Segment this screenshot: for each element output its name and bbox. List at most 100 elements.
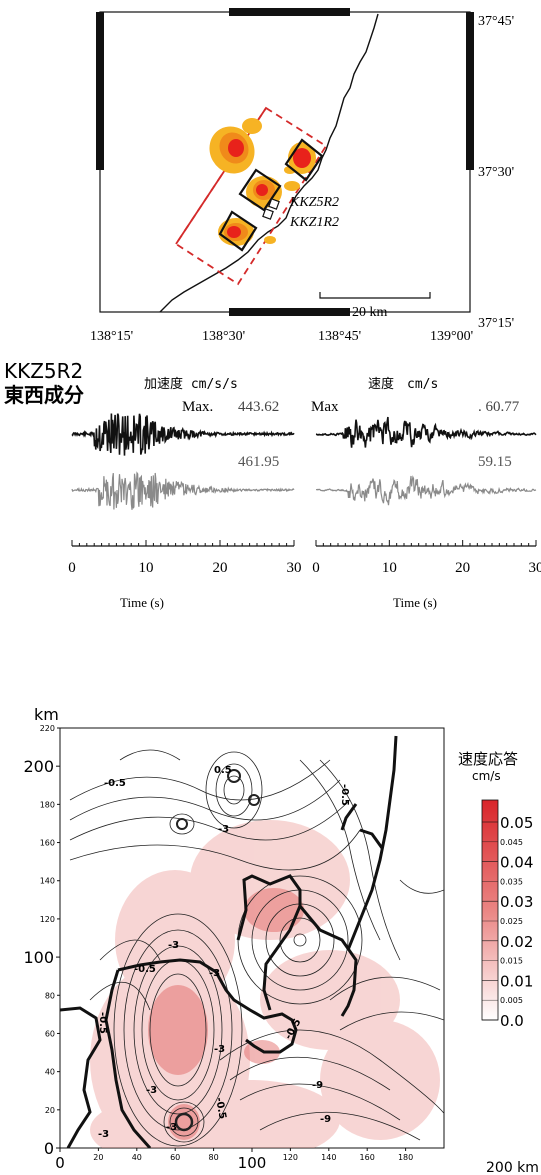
colorbar-label-major: 0.0 (500, 1012, 524, 1030)
contour-label: -0.5 (97, 1012, 108, 1034)
coastline-izu-west (60, 1006, 102, 1148)
colorbar-title: 速度応答 (458, 750, 518, 768)
lon-label-138-30: 138°30' (202, 329, 245, 344)
x-tick-label-minor: 140 (321, 1153, 336, 1162)
station-label-kkz1r2: KKZ1R2 (289, 215, 339, 230)
acc-trace-observed (71, 413, 295, 456)
x-tick-label-major: 100 (238, 1154, 267, 1172)
colorbar-label-major: 0.04 (500, 854, 533, 872)
acc-max-prefix: Max. (182, 399, 213, 415)
coastline-tokyo-bay (236, 874, 302, 1011)
acc-header: 加速度 cm/s/s (144, 376, 238, 392)
station-label-kkz5r2: KKZ5R2 (289, 195, 339, 210)
contour-label: -3 (168, 940, 179, 951)
map-frame-bar-right (466, 12, 474, 170)
map-frame-bar-bottom (229, 308, 350, 316)
coastline (159, 13, 379, 313)
acc-max-obs: 443.62 (238, 399, 279, 415)
x-tick-label-minor: 40 (132, 1153, 142, 1162)
response-map-panel: km (23, 705, 538, 1175)
scale-bar (319, 292, 431, 299)
scale-bar-label: 20 km (352, 305, 388, 320)
time-tick-label: 30 (287, 560, 302, 576)
colorbar-label-major: 0.05 (500, 814, 533, 832)
colorbar-label-minor: 0.015 (500, 957, 523, 966)
time-axis-label-acc: Time (s) (120, 595, 164, 610)
colorbar-label-minor: 0.025 (500, 917, 523, 926)
y-tick-label-major: 200 (23, 757, 54, 776)
contour-label: -0.5 (134, 964, 156, 975)
colorbar-label-minor: 0.045 (500, 838, 523, 847)
station-marker-kkz1r2 (262, 208, 274, 220)
lon-label-138-15: 138°15' (90, 329, 133, 344)
fault-map-panel: KKZ5R2 KKZ1R2 20 km 37°45' 37°30' 37°15'… (90, 8, 514, 344)
coastline-east (346, 735, 398, 951)
waveform-station-name: KKZ5R2 (4, 359, 83, 383)
asperity-boxes (218, 138, 324, 252)
time-tick-label: 30 (529, 560, 541, 576)
colorbar-label-major: 0.01 (500, 972, 533, 990)
lon-label-138-45: 138°45' (318, 329, 361, 344)
contour-label: -9 (320, 1114, 331, 1125)
colorbar-label-major: 0.02 (500, 933, 533, 951)
coastline-boso (298, 905, 358, 1017)
lon-label-139-00: 139°00' (430, 329, 473, 344)
y-tick-label-minor: 160 (40, 839, 55, 848)
contour-label: -0.5 (213, 1097, 228, 1120)
waveform-component: 東西成分 (4, 383, 84, 407)
x-tick-label-minor: 20 (93, 1153, 103, 1162)
response-map-content (60, 735, 444, 1148)
y-tick-label-minor: 20 (45, 1106, 55, 1115)
y-tick-label-major: 100 (23, 948, 54, 967)
colorbar-label-major: 0.03 (500, 893, 533, 911)
y-tick-label-minor: 120 (40, 915, 55, 924)
lat-label-37-15: 37°15' (478, 316, 514, 331)
colorbar (481, 799, 499, 1021)
vel-trace-observed (315, 416, 537, 448)
y-tick-label-minor: 140 (40, 877, 55, 886)
time-axes: 0 10 20 30 0 10 20 30 (68, 540, 541, 576)
contour-label: -3 (98, 1129, 109, 1140)
time-tick-label: 0 (312, 560, 320, 576)
colorbar-label-minor: 0.035 (500, 877, 523, 886)
y-tick-label-minor: 80 (45, 991, 55, 1000)
x-tick-label-minor: 60 (170, 1153, 180, 1162)
x-tick-label-minor: 160 (360, 1153, 375, 1162)
coastline-bay-south (117, 958, 298, 1054)
time-tick-label: 20 (213, 560, 228, 576)
station-marker-kkz5r2 (268, 198, 280, 210)
x-tick-label-major: 0 (55, 1154, 65, 1172)
contour-label: 0.5 (214, 765, 232, 776)
y-unit-label: km (34, 705, 59, 724)
contour-lines (69, 749, 444, 1147)
time-tick-label: 10 (139, 560, 154, 576)
vel-max-obs: . 60.77 (478, 399, 520, 415)
lat-label-37-30: 37°30' (478, 165, 514, 180)
x-tick-label-minor: 120 (283, 1153, 298, 1162)
coastline-lakes (340, 803, 384, 849)
time-tick-label: 20 (455, 560, 470, 576)
slip-distribution (209, 118, 316, 246)
vel-header: 速度 cm/s (368, 376, 438, 392)
colorbar-unit: cm/s (472, 769, 501, 783)
map-frame-bar-left (96, 12, 104, 170)
contour-label: -3 (166, 1122, 177, 1133)
time-axis-label-vel: Time (s) (393, 595, 437, 610)
vel-trace-synthetic (316, 475, 537, 506)
lat-label-37-45: 37°45' (478, 14, 514, 29)
vel-max-syn: 59.15 (478, 454, 512, 470)
time-tick-label: 0 (68, 560, 76, 576)
y-tick-label-minor: 180 (40, 800, 55, 809)
x-tick-label-minor: 180 (398, 1153, 413, 1162)
y-tick-label-minor: 220 (40, 724, 55, 733)
contour-label: -9 (312, 1080, 323, 1091)
response-shading-strong (148, 888, 304, 1140)
coastline-izu-peninsula (104, 969, 152, 1148)
contour-label: -0.5 (339, 784, 350, 806)
colorbar-label-minor: 0.005 (500, 996, 523, 1005)
contour-label: -3 (146, 1085, 157, 1096)
x-unit-label: 200 km (486, 1160, 539, 1175)
y-tick-label-major: 0 (44, 1139, 54, 1158)
